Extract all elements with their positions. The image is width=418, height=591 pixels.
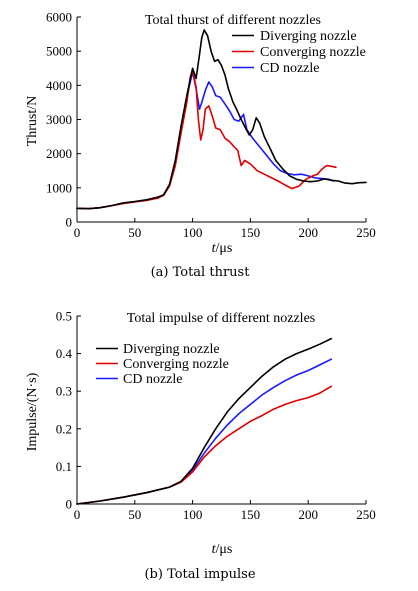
thrust-x-tick-label: 250 — [356, 225, 376, 240]
impulse-x-tick-label: 100 — [183, 507, 203, 522]
thrust-y-tick-label: 1000 — [46, 180, 72, 195]
thrust-y-tick-label: 6000 — [46, 10, 72, 25]
thrust-x-axis-label: t/μs — [212, 241, 233, 256]
thrust-x-tick-label: 200 — [298, 225, 318, 240]
thrust-x-axis-label-unit: /μs — [216, 241, 233, 256]
thrust-caption: (a) Total thrust — [151, 265, 251, 280]
impulse-y-tick-label: 0.5 — [56, 309, 72, 324]
thrust-y-tick-label: 2000 — [46, 146, 72, 161]
thrust-x-tick-label: 50 — [128, 225, 141, 240]
impulse-y-tick-label: 0.1 — [56, 459, 72, 474]
impulse-chart-title: Total impulse of different nozzles — [127, 311, 315, 326]
impulse-caption: (b) Total impulse — [144, 567, 255, 582]
thrust-series-diverging-nozzle — [76, 29, 367, 210]
thrust-x-tick-label: 0 — [74, 225, 81, 240]
impulse-x-tick-label: 250 — [356, 507, 376, 522]
thrust-chart-title: Total thurst of different nozzles — [145, 13, 321, 28]
impulse-x-axis-label-t: t — [212, 542, 217, 557]
thrust-legend-label-diverging-nozzle: Diverging nozzle — [260, 29, 357, 44]
thrust-x-axis-label-t: t — [212, 241, 217, 256]
thrust-y-axis-label: Thrust/N — [25, 96, 40, 147]
thrust-y-tick-label: 4000 — [46, 78, 72, 93]
impulse-x-axis-label-unit: /μs — [216, 542, 233, 557]
thrust-y-tick-label: 5000 — [46, 44, 72, 59]
impulse-x-tick-label: 200 — [298, 507, 318, 522]
impulse-y-axis-label: Impulse/(N·s) — [25, 372, 40, 451]
impulse-legend-label-diverging-nozzle: Diverging nozzle — [123, 342, 220, 357]
thrust-y-tick-label: 3000 — [46, 112, 72, 127]
thrust-legend-label-cd-nozzle: CD nozzle — [260, 61, 319, 76]
impulse-y-tick-label: 0.2 — [56, 421, 72, 436]
impulse-legend-label-cd-nozzle: CD nozzle — [123, 372, 182, 387]
thrust-legend-label-converging-nozzle: Converging nozzle — [260, 45, 366, 60]
thrust-x-tick-label: 100 — [183, 225, 203, 240]
impulse-series-cd-nozzle — [76, 358, 333, 505]
impulse-x-axis-label: t/μs — [212, 542, 233, 557]
impulse-legend-label-converging-nozzle: Converging nozzle — [123, 357, 229, 372]
thrust-series-converging-nozzle — [76, 69, 337, 210]
impulse-y-tick-label: 0 — [66, 497, 73, 512]
impulse-y-tick-label: 0.3 — [56, 384, 72, 399]
impulse-x-tick-label: 0 — [74, 507, 81, 522]
thrust-y-tick-label: 0 — [66, 215, 73, 230]
impulse-y-tick-label: 0.4 — [56, 346, 73, 361]
impulse-series-converging-nozzle — [76, 385, 333, 505]
thrust-chart: Total thurst of different nozzles Thrust… — [25, 10, 376, 281]
thrust-x-tick-label: 150 — [241, 225, 261, 240]
impulse-x-tick-label: 150 — [241, 507, 261, 522]
impulse-chart: Total impulse of different nozzles Impul… — [25, 309, 376, 583]
impulse-series-diverging-nozzle — [76, 337, 333, 505]
impulse-x-tick-label: 50 — [128, 507, 141, 522]
